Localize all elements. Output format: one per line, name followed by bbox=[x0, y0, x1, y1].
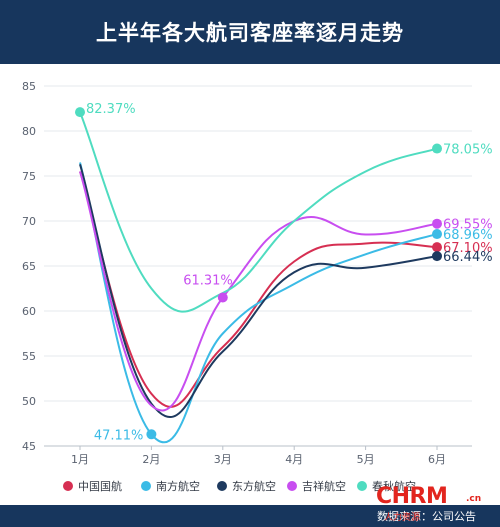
watermark-logo: CHRM .cn 人力资源 bbox=[376, 484, 492, 524]
series-line bbox=[79, 171, 438, 412]
x-tick-label: 1月 bbox=[71, 453, 89, 466]
data-point bbox=[432, 218, 442, 229]
data-label: 66.44% bbox=[443, 250, 493, 265]
legend-label: 春秋航空 bbox=[372, 479, 416, 493]
x-tick-label: 5月 bbox=[357, 453, 375, 466]
y-tick-label: 60 bbox=[22, 305, 36, 318]
title-bar: 上半年各大航司客座率逐月走势 bbox=[0, 0, 500, 64]
legend-label: 中国国航 bbox=[78, 479, 122, 493]
legend-label: 南方航空 bbox=[156, 479, 200, 493]
legend-marker bbox=[287, 481, 297, 491]
data-label: 47.11% bbox=[94, 428, 144, 443]
chart-title: 上半年各大航司客座率逐月走势 bbox=[96, 21, 404, 45]
data-point bbox=[146, 429, 157, 440]
data-point bbox=[75, 107, 85, 118]
data-label: 67.10% bbox=[443, 241, 493, 256]
series-line bbox=[79, 171, 438, 408]
legend-label: 东方航空 bbox=[232, 479, 276, 493]
y-tick-label: 55 bbox=[22, 350, 36, 363]
watermark-main: CHRM bbox=[376, 484, 448, 509]
x-tick-label: 3月 bbox=[214, 453, 232, 466]
x-tick-label: 6月 bbox=[428, 453, 446, 466]
legend-marker bbox=[141, 481, 151, 491]
legend-marker bbox=[63, 481, 73, 491]
data-label: 61.31% bbox=[183, 274, 233, 289]
data-point bbox=[217, 292, 228, 303]
legend-label: 吉祥航空 bbox=[302, 479, 346, 493]
data-point bbox=[432, 229, 442, 240]
y-tick-label: 80 bbox=[22, 125, 36, 138]
y-tick-label: 70 bbox=[22, 215, 36, 228]
data-label: 78.05% bbox=[443, 143, 493, 158]
watermark-sub: 人力资源 bbox=[384, 513, 421, 523]
y-tick-label: 65 bbox=[22, 260, 36, 273]
series-line bbox=[79, 164, 438, 419]
data-point bbox=[432, 251, 442, 262]
source-text: 数据来源：公司公告 bbox=[377, 510, 476, 523]
data-point bbox=[432, 242, 442, 253]
watermark-suffix: .cn bbox=[466, 494, 482, 504]
y-tick-label: 50 bbox=[22, 395, 36, 408]
x-tick-label: 2月 bbox=[142, 453, 160, 466]
data-label: 69.55% bbox=[443, 218, 493, 233]
series-line bbox=[79, 111, 438, 313]
footer-bar: 数据来源：公司公告 bbox=[0, 505, 500, 527]
y-tick-label: 45 bbox=[22, 440, 36, 453]
y-tick-label: 85 bbox=[22, 80, 36, 93]
data-label: 82.37% bbox=[86, 102, 136, 117]
data-label: 68.96% bbox=[443, 228, 493, 243]
y-tick-label: 75 bbox=[22, 170, 36, 183]
legend-marker bbox=[217, 481, 227, 491]
series-line bbox=[79, 162, 438, 444]
line-chart: 45 50 55 60 65 70 75 80 85 1月 2月 3月 4月 5月 6月 82.37% 47.1… bbox=[22, 80, 493, 493]
data-point bbox=[432, 143, 442, 154]
x-tick-label: 4月 bbox=[285, 453, 303, 466]
legend-marker bbox=[357, 481, 367, 491]
